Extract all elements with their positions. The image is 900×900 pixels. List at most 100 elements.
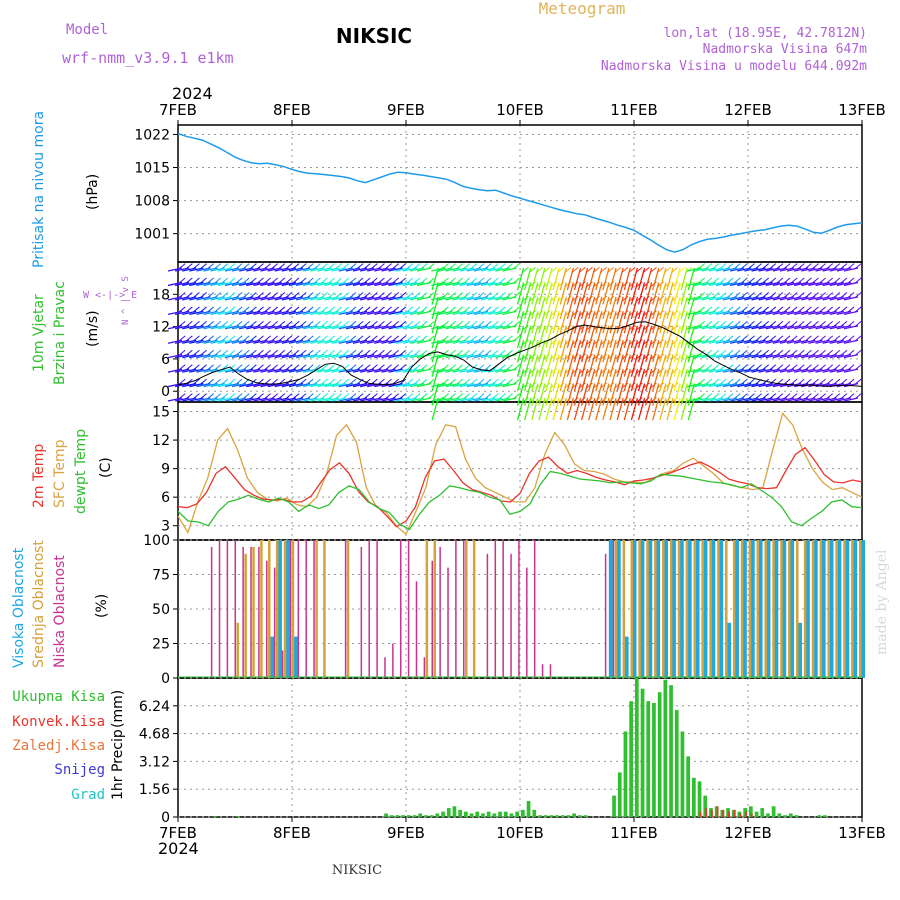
wind-barb-flag [571, 281, 579, 288]
wind-barb-flag [571, 295, 579, 302]
wind-barb-flag [614, 382, 622, 389]
wind-barb-flag [328, 292, 335, 298]
cloud-bar [472, 540, 476, 678]
cloud-bar [695, 540, 700, 678]
precip-conv-bar [699, 811, 702, 817]
wind-barb-flag [442, 277, 449, 284]
precip-bar [560, 815, 565, 817]
cloud-bar [234, 540, 237, 678]
wind-barb-flag [571, 310, 579, 317]
wind-barb-flag [819, 349, 826, 356]
wind-barb-flag [733, 320, 741, 327]
precip-bar [475, 811, 480, 817]
wind-barb-flag [363, 335, 371, 342]
wind-barb-flag [499, 335, 506, 342]
precip-conv-bar [745, 811, 748, 817]
precip-bar [521, 809, 525, 817]
wind-barb-flag [705, 320, 713, 327]
wind-barb-flag [671, 397, 679, 403]
wind-barb-flag [378, 393, 385, 399]
wind-barb-flag [650, 267, 657, 273]
wind-barb-flag [207, 306, 214, 313]
wind-barb-flag [719, 378, 727, 385]
wind-barb-flag [356, 349, 364, 356]
wind-barb-flag [506, 335, 513, 342]
wind-barb-flag [578, 281, 586, 288]
wind-barb-flag [854, 335, 862, 342]
wind-barb-flag [719, 292, 727, 298]
wind-barb-flag [543, 324, 551, 331]
wind-barb-flag [586, 382, 593, 389]
wind-barb-flag [741, 277, 748, 284]
wind-barb-flag [385, 306, 392, 313]
wind-barb-flag [854, 263, 862, 269]
precip-bar [395, 815, 400, 817]
wind-barb-flag [557, 382, 565, 389]
wind-barb-flag [685, 324, 693, 331]
precip-conv-bar [733, 809, 736, 817]
cloud-bar [734, 540, 739, 678]
cloud-bar [502, 540, 504, 678]
wind-barb-flag [776, 335, 784, 342]
wind-barb-flag [854, 292, 862, 298]
wind-barb-flag [399, 320, 407, 327]
wind-barb-flag [536, 339, 543, 346]
wind-barb-flag [257, 263, 264, 269]
wind-barb-flag [543, 353, 551, 360]
wind-barb-flag [678, 310, 686, 317]
wind-barb-flag [847, 364, 855, 371]
wind-barb-flag [299, 277, 307, 284]
wind-barb-flag [671, 295, 679, 302]
precip-conv-bar [705, 808, 708, 817]
wind-barb-flag [228, 335, 236, 342]
wind-barb-flag [235, 320, 243, 327]
wind-barb-flag [614, 353, 622, 360]
precip-bar [213, 816, 217, 817]
wind-barb-flag [621, 368, 629, 374]
wind-barb-flag [529, 324, 536, 331]
wind-barb-flag [564, 324, 572, 331]
wind-barb-flag [484, 364, 492, 371]
wind-barb-flag [550, 368, 558, 374]
wind-barb-flag [557, 368, 565, 374]
precip-bar [680, 731, 685, 817]
cloud-bar [654, 540, 657, 678]
wind-barb-flag [399, 292, 407, 298]
wind-barb-flag [748, 393, 755, 399]
cloud-bar [782, 540, 787, 678]
wind-barb-flag [442, 378, 449, 385]
wind-barb-flag [299, 349, 307, 356]
wind-barb-flag [420, 263, 428, 269]
wind-barb-flag [600, 397, 607, 403]
wind-barb-flag [250, 292, 257, 298]
wind-barb-flag [299, 335, 307, 342]
precip-bar [578, 815, 582, 817]
wind-barb-flag [557, 295, 565, 302]
wind-barb-flag [200, 378, 207, 385]
wind-barb-flag [571, 382, 579, 389]
wind-barb-flag [342, 378, 350, 385]
wind-barb-flag [833, 320, 841, 327]
wind-barb-flag [755, 292, 762, 298]
wind-barb-flag [536, 324, 543, 331]
wind-barb-flag [228, 263, 236, 269]
panel-frame [177, 124, 863, 263]
wind-barb-flag [470, 393, 478, 399]
wind-barb-flag [349, 335, 357, 342]
cloud-bar [616, 540, 621, 678]
wind-barb-flag [278, 335, 286, 342]
cloud-bar [218, 540, 221, 678]
wind-barb-flag [314, 393, 321, 399]
wind-barb-flag [221, 335, 229, 342]
wind-barb-flag [335, 306, 343, 313]
precip-bar [817, 815, 822, 817]
wind-barb-flag [385, 393, 392, 399]
wind-barb-flag [385, 277, 392, 284]
wind-barb-flag [790, 292, 798, 298]
wind-barb-flag [762, 263, 770, 269]
precip-conv-bar [728, 811, 730, 817]
wind-barb-flag [783, 277, 791, 284]
wind-barb-flag [826, 306, 834, 313]
wind-barb-flag [392, 292, 399, 298]
wind-barb-flag [342, 306, 350, 313]
